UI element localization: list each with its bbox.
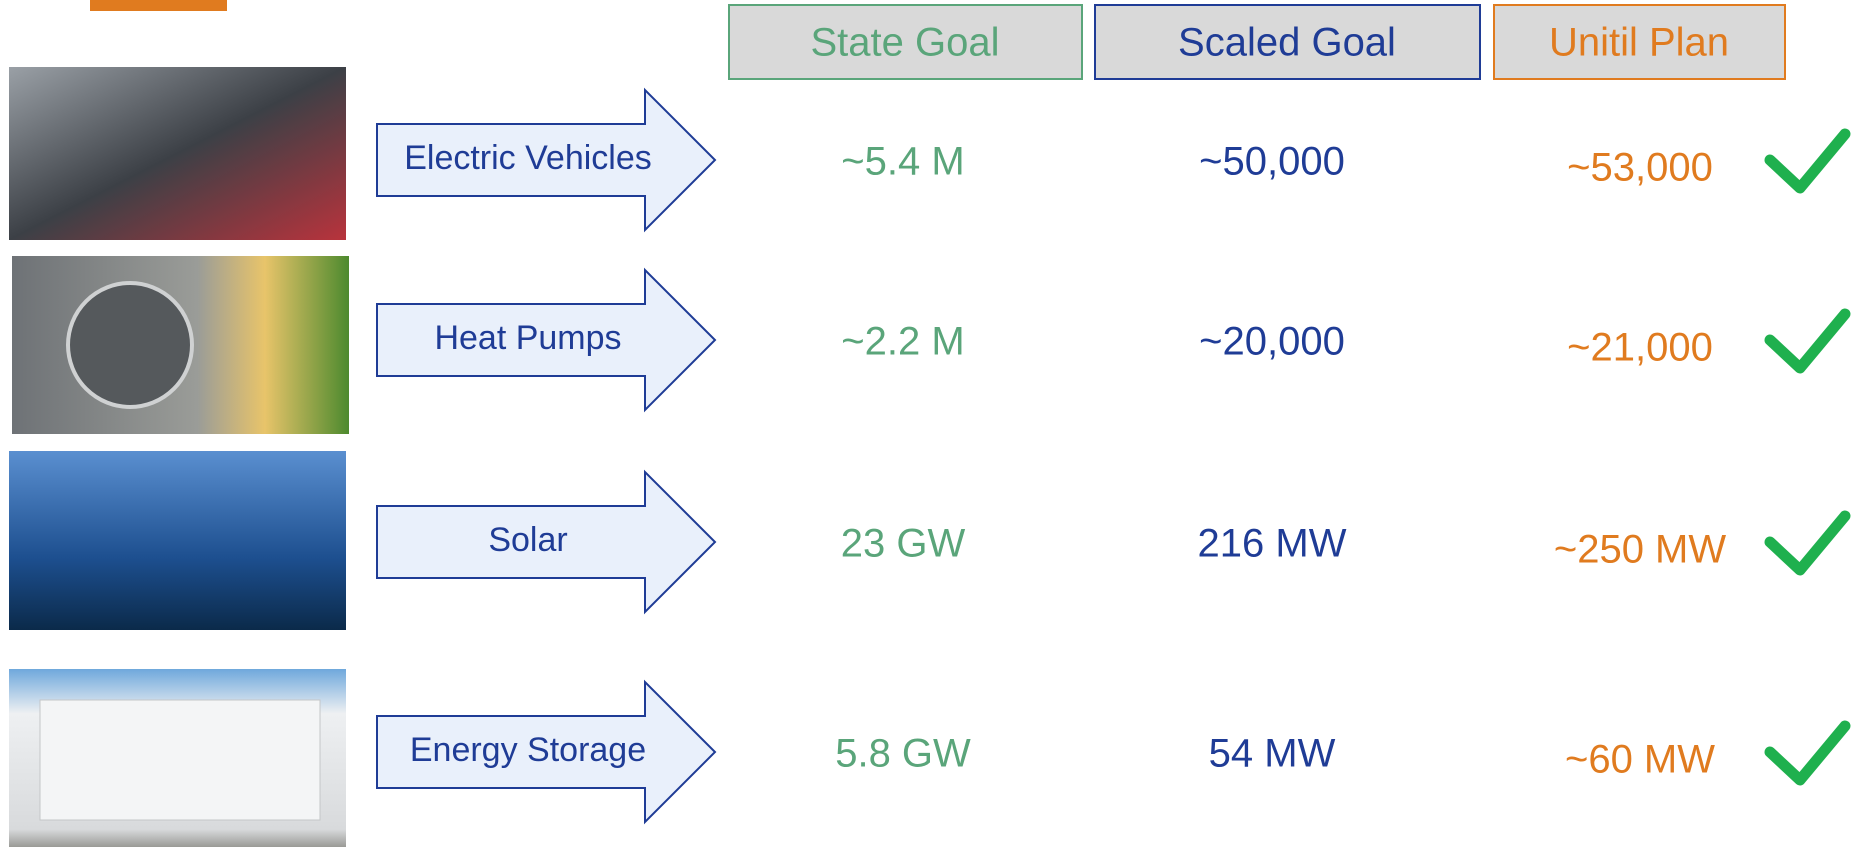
value: ~5.4 M (841, 140, 964, 184)
header-box (728, 4, 1083, 80)
value: 54 MW (1209, 732, 1336, 776)
header-box (1493, 4, 1786, 80)
fan (66, 281, 194, 409)
value: ~50,000 (1199, 140, 1345, 184)
value: 23 GW (841, 522, 966, 566)
value: 5.8 GW (835, 732, 971, 776)
header-text: Scaled Goal (1178, 21, 1396, 65)
row-label: Heat Pumps (434, 319, 621, 357)
header-text: State Goal (810, 21, 999, 65)
ev-photo (9, 67, 346, 240)
arrow (376, 267, 717, 413)
arrow (376, 679, 717, 825)
header-text: Unitil Plan (1549, 21, 1729, 65)
value: ~2.2 M (841, 320, 964, 364)
value: ~21,000 (1567, 326, 1713, 370)
arrow (376, 469, 717, 615)
header-box (1094, 4, 1481, 80)
check (1764, 720, 1851, 786)
row-label: Electric Vehicles (404, 139, 652, 177)
check (1764, 510, 1851, 576)
value: ~250 MW (1554, 528, 1727, 572)
value: ~20,000 (1199, 320, 1345, 364)
row-label: Solar (488, 521, 567, 559)
value: ~53,000 (1567, 146, 1713, 190)
value: 216 MW (1198, 522, 1347, 566)
accent-bar (90, 0, 227, 11)
arrow (376, 87, 717, 233)
value: ~60 MW (1565, 738, 1715, 782)
check (1764, 308, 1851, 374)
check (1764, 128, 1851, 194)
container (39, 699, 321, 821)
solar-photo (9, 451, 346, 630)
row-label: Energy Storage (410, 731, 646, 769)
